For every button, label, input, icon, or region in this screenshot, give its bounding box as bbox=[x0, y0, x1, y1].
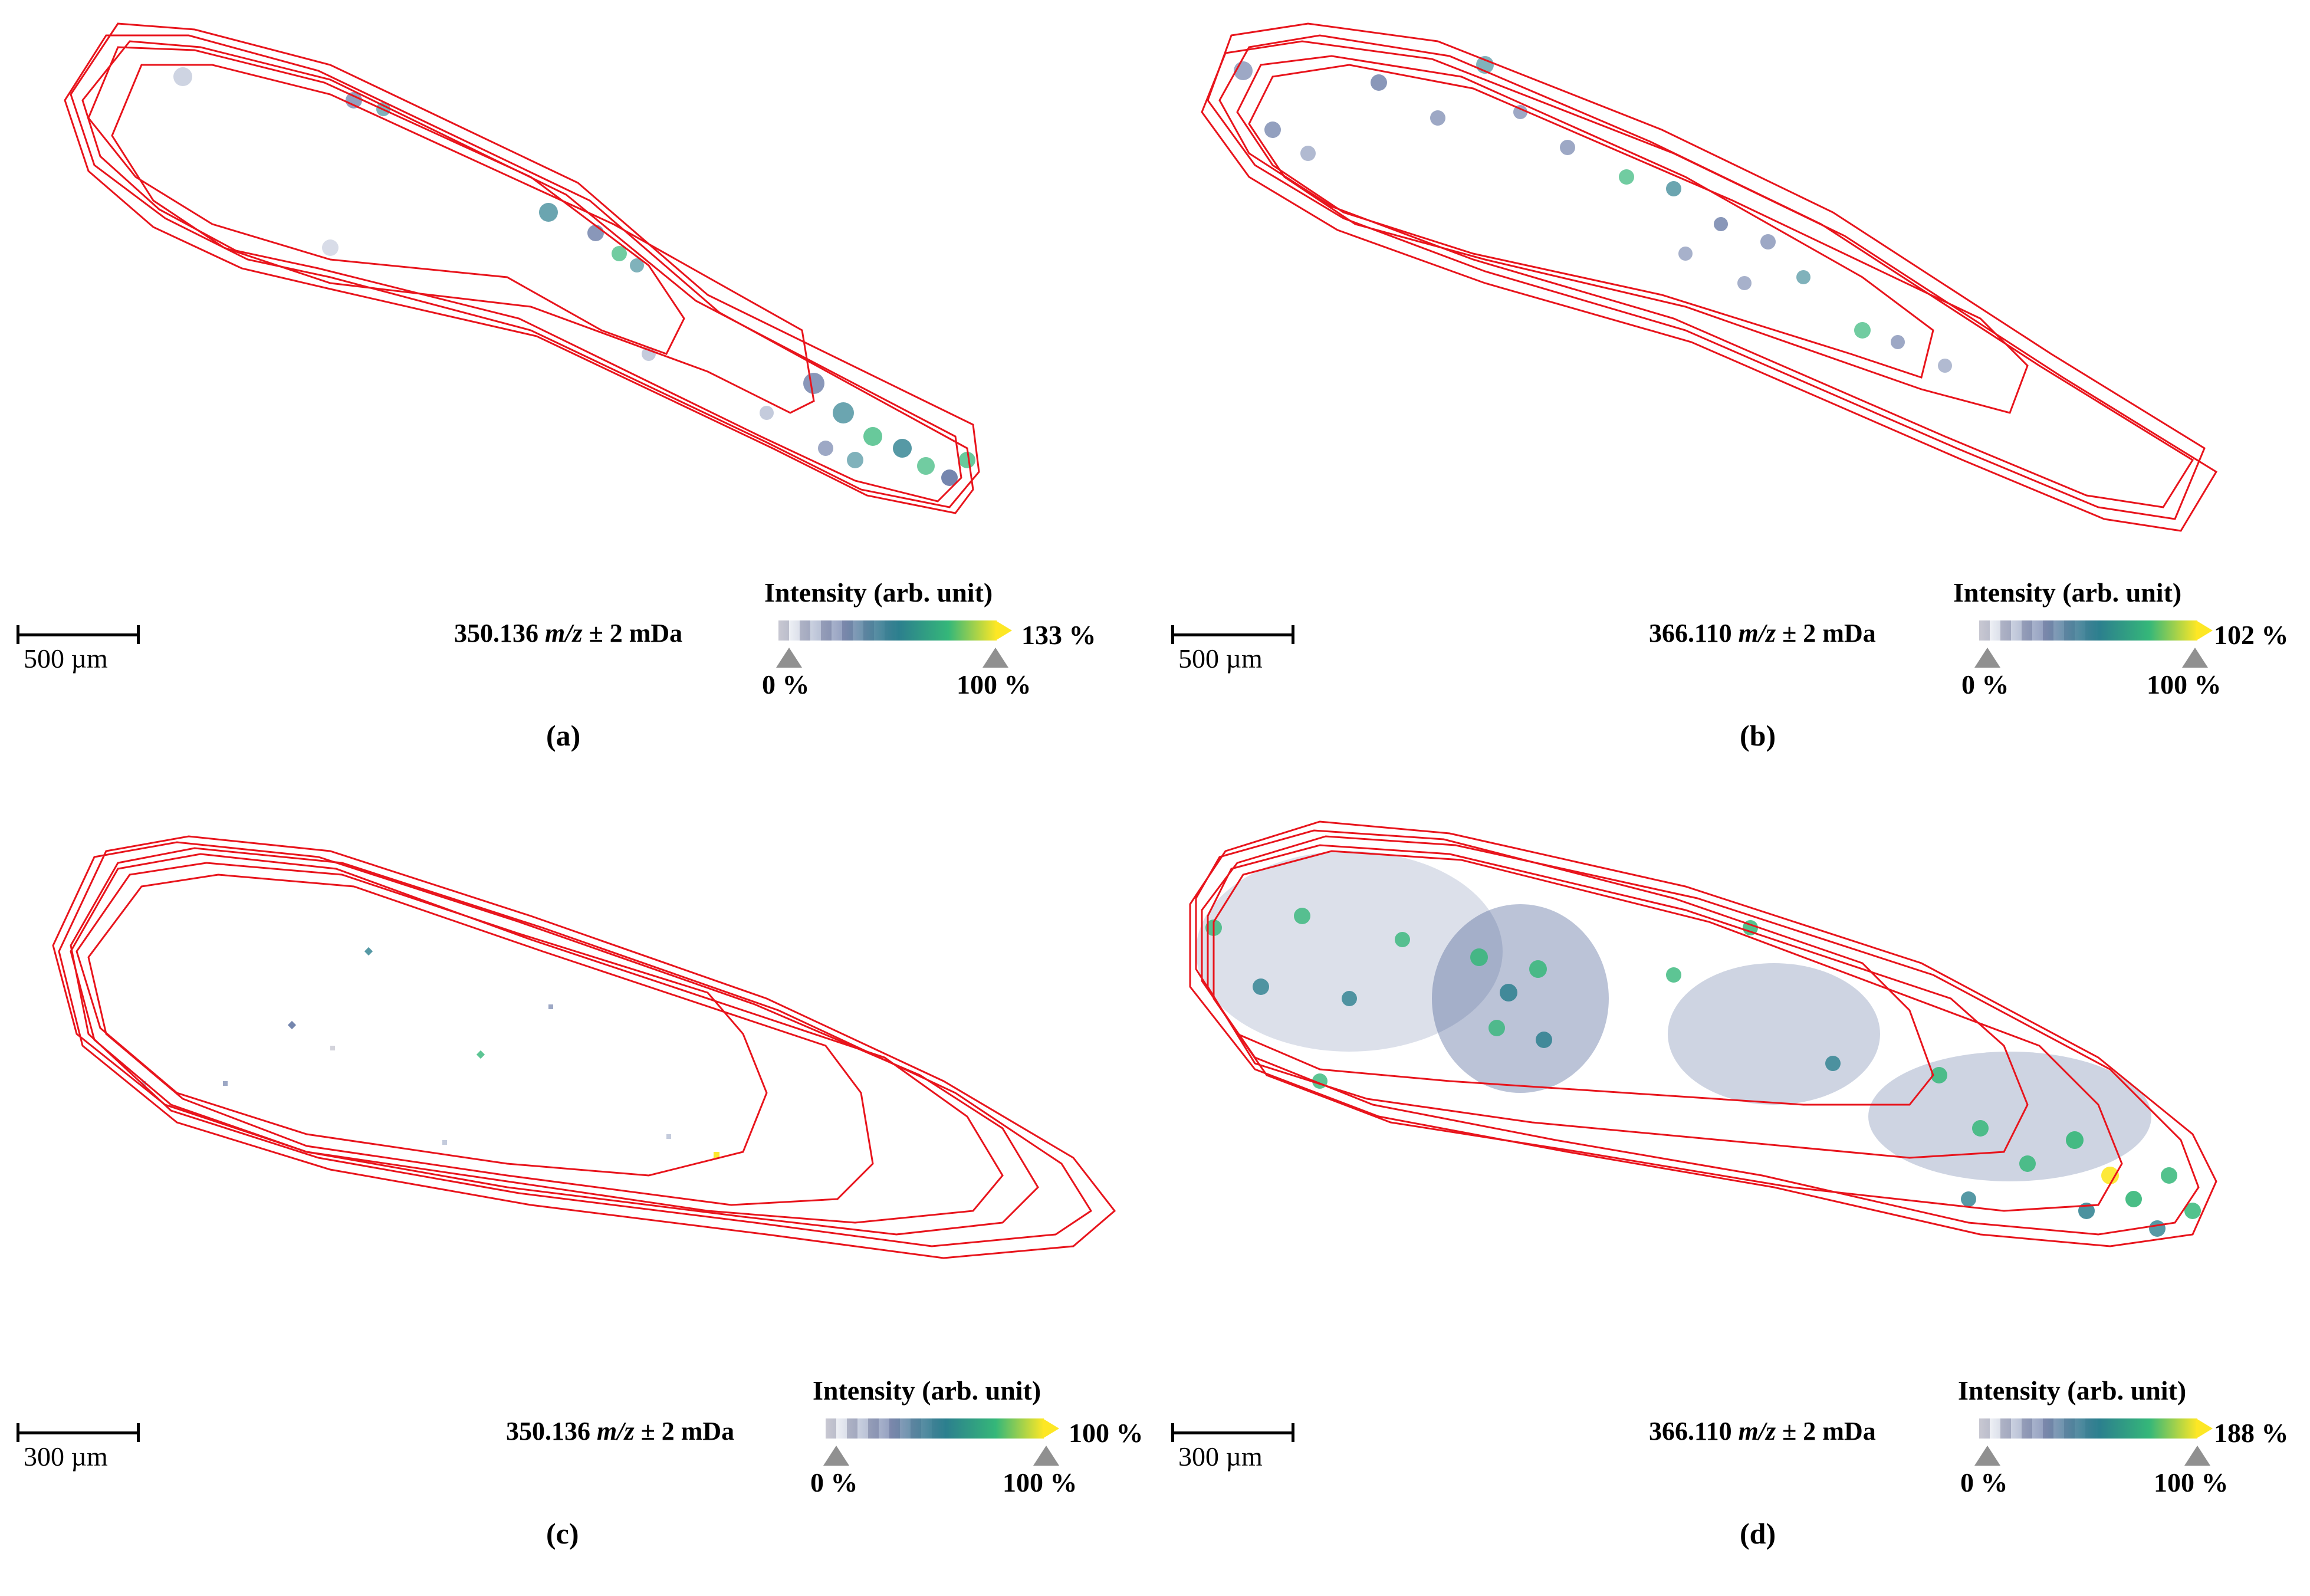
panel-b: 500 µm 366.110 m/z ± 2 mDa Intensity (ar… bbox=[1155, 0, 2309, 798]
colorbar-d bbox=[1979, 1418, 2215, 1439]
mz-tolerance: ± 2 mDa bbox=[582, 619, 683, 648]
colorbar-gradient bbox=[1979, 620, 2197, 641]
mz-value: 350.136 bbox=[506, 1417, 597, 1446]
tissue-outlines-d bbox=[1189, 820, 2217, 1247]
ms-image-a bbox=[0, 0, 1155, 590]
mz-tolerance: ± 2 mDa bbox=[1776, 1417, 1876, 1446]
scale-bar-line bbox=[1171, 1431, 1294, 1434]
mz-value: 366.110 bbox=[1649, 619, 1739, 648]
panel-c: 300 µm 350.136 m/z ± 2 mDa Intensity (ar… bbox=[0, 798, 1155, 1596]
mz-unit: m/z bbox=[1738, 619, 1776, 648]
legend-title-d: Intensity (arb. unit) bbox=[1958, 1375, 2187, 1405]
mz-label-d: 366.110 m/z ± 2 mDa bbox=[1649, 1416, 1876, 1446]
colorbar-max-label-c: 100 % bbox=[1069, 1418, 1144, 1448]
scale-bar-tick bbox=[137, 1423, 140, 1442]
intensity-spots-a bbox=[173, 67, 975, 486]
colorbar-overflow-arrow bbox=[995, 620, 1012, 641]
colorbar-overflow-arrow bbox=[2196, 1418, 2213, 1439]
colorbar-gradient bbox=[778, 620, 997, 641]
scale-bar-line bbox=[17, 633, 139, 636]
ref-tick-label-b: 100 % bbox=[2147, 669, 2222, 700]
colorbar-max-label-a: 133 % bbox=[1021, 620, 1096, 650]
ion-image-a bbox=[64, 22, 980, 514]
min-tick-label-c: 0 % bbox=[810, 1467, 858, 1498]
scale-bar-line bbox=[17, 1431, 139, 1434]
colorbar-overflow-arrow bbox=[2196, 620, 2213, 641]
ref-tick-label-a: 100 % bbox=[957, 669, 1031, 700]
colorbar-gradient bbox=[826, 1418, 1044, 1439]
legend-title-b: Intensity (arb. unit) bbox=[1953, 577, 2182, 607]
ref-marker-a[interactable] bbox=[983, 648, 1008, 668]
ref-marker-c[interactable] bbox=[1033, 1446, 1059, 1466]
ms-image-d bbox=[1155, 798, 2309, 1388]
min-tick-label-d: 0 % bbox=[1960, 1467, 2008, 1498]
min-tick-label-b: 0 % bbox=[1961, 669, 2009, 700]
ms-image-b bbox=[1155, 0, 2309, 590]
panel-d: 300 µm 366.110 m/z ± 2 mDa Intensity (ar… bbox=[1155, 798, 2309, 1596]
ref-marker-b[interactable] bbox=[2182, 648, 2208, 668]
intensity-spots-c bbox=[142, 947, 719, 1158]
scale-bar-tick bbox=[137, 625, 140, 644]
min-marker-b[interactable] bbox=[1974, 648, 2000, 668]
min-marker-a[interactable] bbox=[776, 648, 802, 668]
tissue-outlines-a bbox=[64, 22, 980, 514]
panel-a: 500 µm 350.136 m/z ± 2 mDa Intensity (ar… bbox=[0, 0, 1155, 798]
colorbar-a bbox=[778, 620, 1014, 641]
scale-bar-label: 300 µm bbox=[1178, 1441, 1263, 1472]
mz-label-a: 350.136 m/z ± 2 mDa bbox=[454, 618, 682, 648]
colorbar-overflow-arrow bbox=[1043, 1418, 1059, 1439]
scale-bar-b: 500 µm bbox=[1171, 625, 1295, 674]
mz-label-c: 350.136 m/z ± 2 mDa bbox=[506, 1416, 734, 1446]
ion-image-d bbox=[1189, 820, 2217, 1247]
caption-b: (b) bbox=[1740, 719, 1776, 752]
mz-unit: m/z bbox=[545, 619, 583, 648]
caption-c: (c) bbox=[546, 1517, 579, 1550]
mz-unit: m/z bbox=[1738, 1417, 1776, 1446]
ref-marker-d[interactable] bbox=[2184, 1446, 2210, 1466]
caption-a: (a) bbox=[546, 719, 581, 752]
ion-image-b bbox=[1201, 22, 2218, 532]
mz-unit: m/z bbox=[597, 1417, 635, 1446]
ref-tick-label-c: 100 % bbox=[1003, 1467, 1077, 1498]
colorbar-gradient bbox=[1979, 1418, 2197, 1439]
mz-label-b: 366.110 m/z ± 2 mDa bbox=[1649, 618, 1876, 648]
min-tick-label-a: 0 % bbox=[762, 669, 810, 700]
mz-value: 350.136 bbox=[454, 619, 545, 648]
scale-bar-line bbox=[1171, 633, 1294, 636]
legend-title-a: Intensity (arb. unit) bbox=[764, 577, 993, 607]
colorbar-max-label-b: 102 % bbox=[2214, 620, 2289, 650]
ion-image-c bbox=[52, 835, 1116, 1259]
ms-image-c bbox=[0, 798, 1155, 1388]
legend-title-c: Intensity (arb. unit) bbox=[813, 1375, 1041, 1405]
scale-bar-label: 300 µm bbox=[24, 1441, 108, 1472]
mz-tolerance: ± 2 mDa bbox=[634, 1417, 735, 1446]
tissue-outlines-b bbox=[1201, 22, 2218, 532]
scale-bar-tick bbox=[1292, 1423, 1294, 1442]
colorbar-max-label-d: 188 % bbox=[2214, 1418, 2289, 1448]
min-marker-d[interactable] bbox=[1974, 1446, 2000, 1466]
caption-d: (d) bbox=[1740, 1517, 1776, 1550]
scale-bar-label: 500 µm bbox=[24, 643, 108, 674]
scale-bar-tick bbox=[1292, 625, 1294, 644]
tissue-outlines-c bbox=[52, 835, 1116, 1259]
scale-bar-d: 300 µm bbox=[1171, 1423, 1295, 1472]
ref-tick-label-d: 100 % bbox=[2154, 1467, 2229, 1498]
colorbar-c bbox=[826, 1418, 1062, 1439]
colorbar-b bbox=[1979, 620, 2215, 641]
scale-bar-a: 500 µm bbox=[17, 625, 140, 674]
min-marker-c[interactable] bbox=[823, 1446, 849, 1466]
mz-value: 366.110 bbox=[1649, 1417, 1739, 1446]
mz-tolerance: ± 2 mDa bbox=[1776, 619, 1876, 648]
intensity-spots-d bbox=[1196, 851, 2201, 1237]
scale-bar-label: 500 µm bbox=[1178, 643, 1263, 674]
scale-bar-c: 300 µm bbox=[17, 1423, 140, 1472]
